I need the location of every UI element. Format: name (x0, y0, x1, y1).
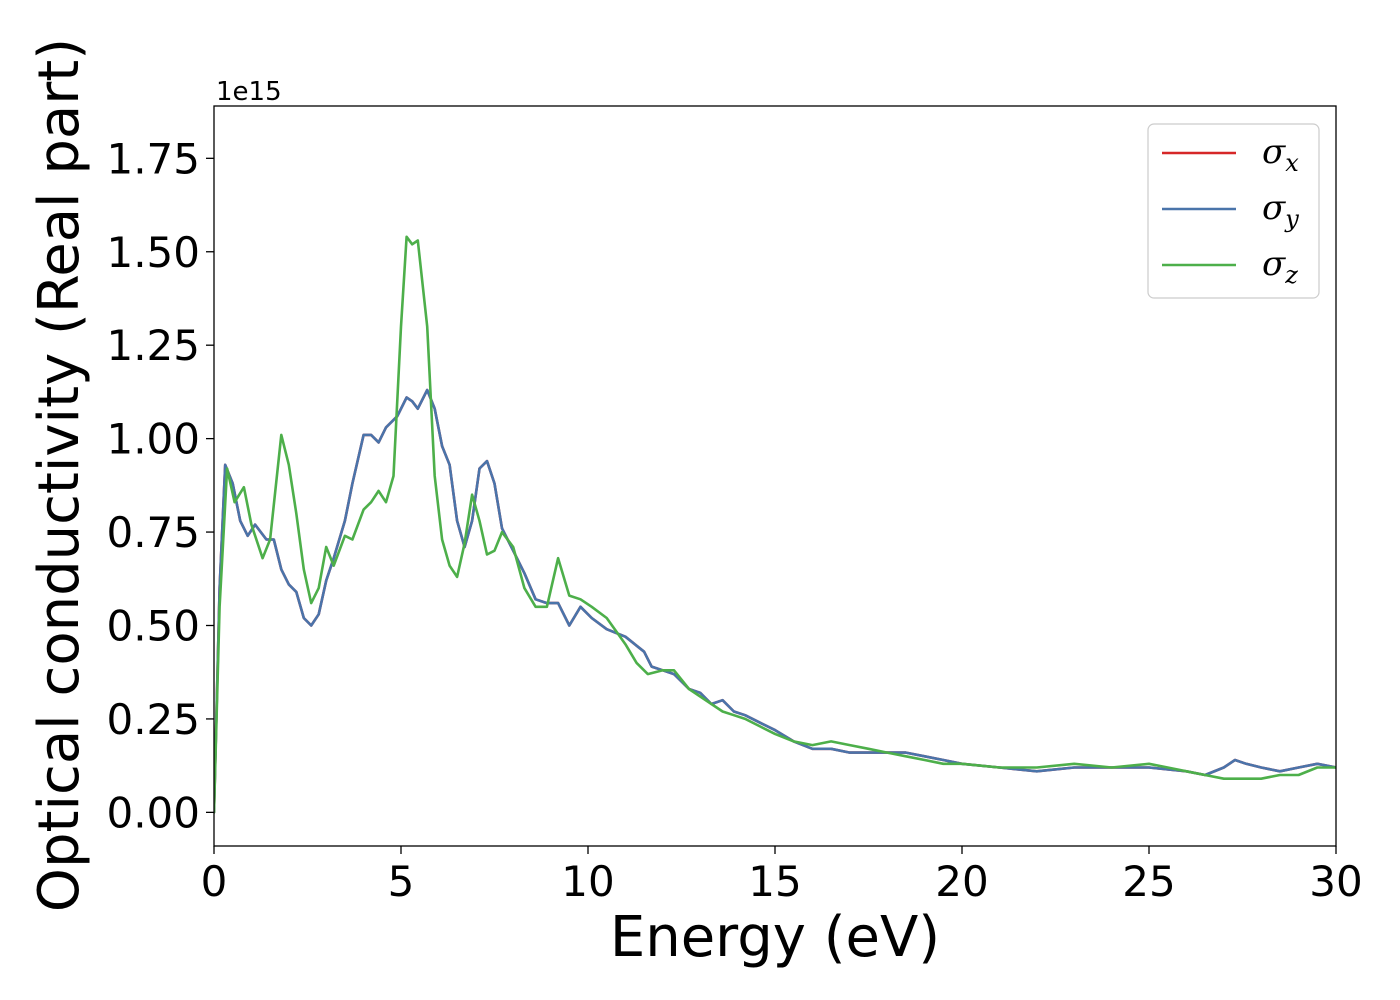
x-tick-label: 30 (1309, 857, 1362, 906)
x-tick-label: 15 (748, 857, 801, 906)
legend-label-x: σx (1262, 132, 1299, 177)
x-axis-ticks: 0 5 10 15 20 25 30 (201, 846, 1363, 906)
legend-label-y: σy (1262, 188, 1299, 233)
y-tick-label: 0.50 (106, 601, 200, 650)
x-tick-label: 5 (388, 857, 415, 906)
y-axis-ticks: 0.00 0.25 0.50 0.75 1.00 1.25 1.50 1.75 (106, 134, 214, 837)
y-axis-label: Optical conductivity (Real part) (27, 38, 92, 912)
x-tick-label: 25 (1122, 857, 1175, 906)
x-tick-label: 20 (935, 857, 988, 906)
y-tick-label: 1.00 (106, 415, 200, 464)
y-tick-label: 1.75 (106, 134, 200, 183)
x-tick-label: 10 (561, 857, 614, 906)
legend-box (1147, 123, 1320, 299)
y-tick-label: 1.25 (106, 321, 200, 370)
series-line-y (214, 388, 1336, 814)
series-layer (214, 235, 1336, 814)
y-tick-label: 1.50 (106, 228, 200, 277)
y-offset-text: 1e15 (216, 77, 282, 107)
y-tick-label: 0.75 (106, 508, 200, 557)
y-tick-label: 0.25 (106, 695, 200, 744)
series-line-z (214, 235, 1336, 814)
x-axis-label: Energy (eV) (610, 905, 940, 970)
series-line-x (214, 388, 1336, 814)
y-tick-label: 0.00 (106, 788, 200, 837)
x-tick-label: 0 (201, 857, 228, 906)
